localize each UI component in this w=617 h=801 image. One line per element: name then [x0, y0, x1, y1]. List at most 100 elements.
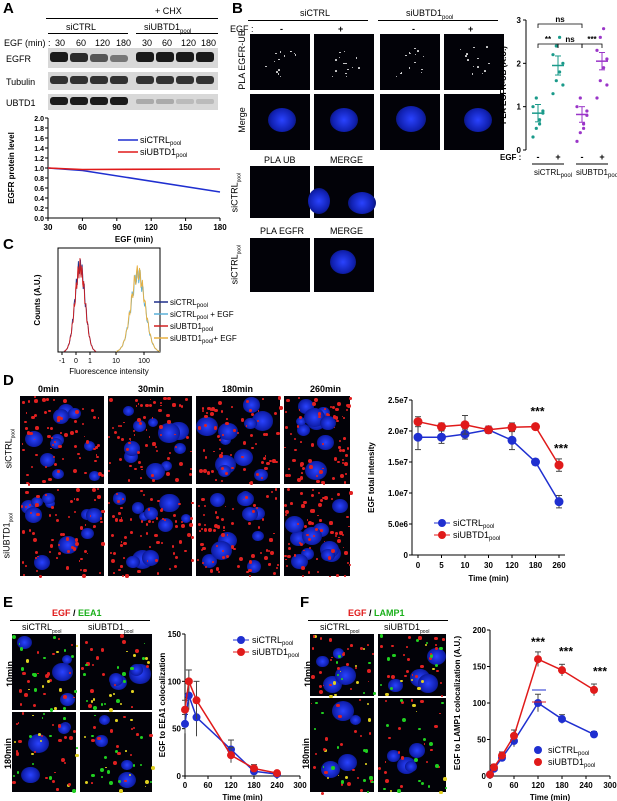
punctum: [135, 404, 138, 407]
punctum: [101, 542, 105, 546]
punctum: [152, 478, 156, 482]
panel-letter-c: C: [3, 236, 14, 253]
c-histogram: [63, 258, 97, 352]
b-point: [595, 48, 599, 52]
punctum: [113, 683, 116, 687]
punctum: [441, 694, 444, 697]
nucleus: [98, 714, 110, 725]
punctum: [118, 424, 121, 427]
punctum: [146, 560, 149, 563]
punctum: [120, 506, 123, 510]
punctum: [288, 542, 291, 545]
punctum: [185, 435, 190, 439]
c-histogram: [115, 267, 161, 352]
punctum: [20, 667, 25, 671]
punctum: [93, 706, 97, 710]
punctum: [215, 567, 219, 571]
punctum: [299, 415, 302, 419]
punctum: [264, 556, 268, 561]
e-ytick-label: 50: [172, 725, 181, 734]
punctum: [391, 644, 394, 647]
punctum: [52, 723, 55, 726]
punctum: [331, 656, 333, 659]
punctum: [363, 778, 366, 782]
f-xlabel: Time (min): [530, 793, 571, 801]
punctum: [248, 560, 253, 564]
punctum: [311, 493, 315, 497]
punctum: [337, 493, 340, 496]
punctum: [224, 471, 228, 475]
e-title: EGF / EEA1: [52, 608, 102, 618]
nucleus: [426, 647, 446, 665]
punctum: [72, 789, 77, 794]
punctum: [75, 753, 79, 758]
e-point: [181, 705, 189, 714]
punctum: [253, 504, 256, 507]
pla-dot: [400, 72, 403, 74]
punctum: [336, 402, 341, 406]
punctum: [348, 491, 353, 495]
punctum: [156, 540, 160, 545]
a-ytick-label: 0.4: [34, 196, 44, 203]
punctum: [355, 667, 357, 669]
f-img-0-1: [378, 634, 446, 697]
punctum: [101, 673, 105, 677]
b-ylabel: PLA EGFR-UB (A.U.): [499, 46, 508, 124]
punctum: [439, 681, 442, 684]
punctum: [73, 696, 76, 699]
b-point: [531, 105, 535, 109]
d-sig-label: ***: [554, 442, 568, 456]
punctum: [40, 739, 43, 743]
punctum: [329, 683, 333, 687]
panel-d-images: 0min 30min 180min 260min siCTRLpool siUB…: [0, 384, 353, 584]
punctum: [365, 762, 367, 765]
punctum: [345, 775, 349, 779]
punctum: [397, 727, 401, 731]
punctum: [216, 525, 220, 529]
punctum: [96, 455, 99, 459]
pla-dot: [338, 56, 341, 59]
punctum: [310, 702, 313, 705]
punctum: [294, 448, 297, 452]
d-xtick-label: 0: [416, 561, 421, 570]
punctum: [319, 498, 324, 502]
punctum: [35, 453, 38, 457]
punctum: [75, 409, 80, 414]
f-ytick-label: 200: [473, 626, 487, 635]
punctum: [346, 447, 350, 450]
punctum: [89, 515, 92, 517]
punctum: [162, 396, 167, 401]
a-ytick-label: 0.8: [34, 176, 44, 183]
punctum: [297, 523, 300, 526]
punctum: [341, 415, 344, 418]
pla-dot: [484, 70, 486, 72]
punctum: [173, 564, 177, 568]
punctum: [272, 459, 276, 463]
punctum: [226, 555, 230, 559]
punctum: [337, 714, 342, 719]
d-time-0: 0min: [38, 384, 60, 394]
nucleus: [141, 549, 160, 566]
punctum: [270, 551, 274, 555]
punctum: [54, 771, 57, 774]
b-ytick-label: 0: [517, 146, 522, 155]
pla-dot: [345, 72, 347, 75]
punctum: [108, 435, 111, 438]
punctum: [121, 498, 124, 501]
nucleus: [158, 423, 180, 443]
pla-dot: [279, 75, 282, 78]
punctum: [335, 407, 339, 412]
punctum: [278, 396, 282, 400]
punctum: [84, 471, 87, 474]
punctum: [12, 780, 16, 785]
d-ytick-label: 2.5e7: [388, 396, 409, 405]
punctum: [145, 532, 148, 535]
punctum: [293, 554, 297, 557]
punctum: [74, 542, 79, 547]
punctum: [65, 536, 70, 541]
punctum: [50, 447, 52, 450]
chart-e: 0 50 100 150 0 60 120 180 240 300 Time (min) EGF to…: [158, 630, 307, 801]
b-point: [605, 57, 609, 61]
punctum: [58, 544, 61, 547]
punctum: [245, 424, 248, 427]
